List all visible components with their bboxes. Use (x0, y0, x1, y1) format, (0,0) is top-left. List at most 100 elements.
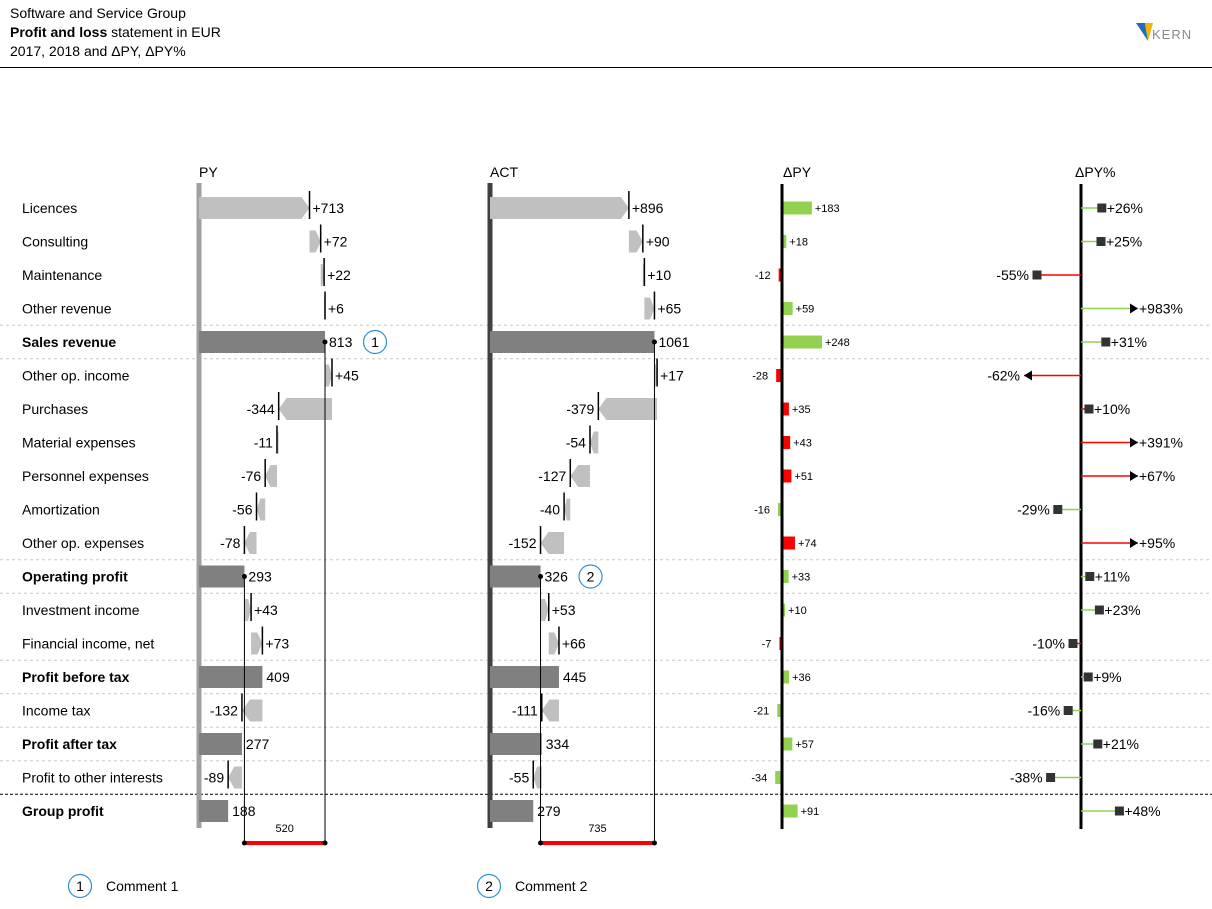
dpct-pin-head (1068, 639, 1078, 648)
py-value-label: -344 (247, 401, 275, 417)
py-value-label: 813 (329, 334, 353, 350)
footer-comment-circle (476, 873, 502, 899)
bracket-dot (651, 840, 657, 846)
dpct-value-label: +26% (1107, 200, 1143, 216)
dpct-arrow-head (1024, 370, 1032, 381)
py-value-label: +73 (265, 636, 289, 652)
dpct-value-label: +11% (1095, 569, 1130, 585)
dpct-arrow-head (1130, 471, 1138, 481)
act-value-label: 326 (545, 569, 569, 585)
dpct-arrow-head (1130, 437, 1138, 448)
dpct-value-label: -62% (987, 368, 1020, 384)
dpct-value-label: +95% (1139, 535, 1175, 551)
bracket-dot (538, 840, 544, 846)
column-header-2: ACT (490, 164, 518, 180)
act-delta-bar (540, 599, 549, 621)
dpy-bar (783, 603, 786, 617)
dpct-pin-head (1032, 270, 1042, 280)
chart-subtitle: 2017, 2018 and ΔPY, ΔPY% (10, 43, 186, 59)
act-delta-bar (598, 398, 658, 420)
row-label: Other op. expenses (22, 535, 144, 551)
column-header-1: PY (199, 164, 218, 180)
py-delta-bar (325, 364, 332, 387)
row-label: Profit before tax (22, 669, 130, 685)
dpct-pin-head (1084, 404, 1094, 414)
act-value-label: -127 (538, 468, 566, 484)
dpct-value-label: +983% (1139, 301, 1183, 317)
row-label: Operating profit (22, 569, 128, 585)
dpct-value-label: +9% (1093, 669, 1121, 685)
chart-title-bold: Profit and loss (10, 24, 108, 40)
act-value-label: 334 (546, 736, 570, 752)
footer-comment-circle (67, 873, 93, 899)
dpy-value-label: -16 (754, 505, 770, 517)
py-value-label: -89 (204, 770, 224, 786)
comment-marker-circle (578, 564, 603, 589)
dpy-bar (778, 268, 781, 282)
act-total-bar (490, 565, 541, 588)
dpct-pin-head (1114, 806, 1124, 816)
py-value-label: +72 (324, 234, 348, 250)
dpy-value-label: +183 (815, 203, 840, 215)
svg-text:KERN: KERN (1152, 27, 1192, 42)
dpct-value-label: -38% (1010, 770, 1043, 786)
dpct-value-label: -10% (1032, 636, 1065, 652)
dpct-value-label: +391% (1139, 435, 1183, 451)
dpy-bar (783, 670, 790, 684)
chart-title-rest: statement in EUR (107, 24, 221, 40)
act-total-bar (490, 331, 655, 353)
row-label: Income tax (22, 703, 90, 719)
dpy-bar (783, 737, 793, 751)
act-delta-bar (589, 431, 599, 454)
dpy-value-label: +59 (796, 304, 815, 316)
dpct-value-label: -55% (996, 267, 1029, 283)
py-delta-bar (244, 532, 257, 554)
dpy-value-label: +248 (825, 337, 850, 349)
py-delta-bar (244, 599, 252, 621)
dpy-value-label: +91 (801, 806, 820, 818)
dpy-bar (783, 469, 792, 483)
py-value-label: +713 (313, 200, 345, 216)
chart-title: Profit and loss statement in EUR (10, 23, 221, 42)
kern-logo: KERN (1136, 23, 1192, 42)
dpct-pin-head (1053, 505, 1063, 514)
row-label: Maintenance (22, 267, 102, 283)
act-value-label: +90 (646, 234, 670, 250)
py-value-label: +43 (254, 602, 278, 618)
dpct-pin-head (1097, 203, 1107, 213)
row-label: Purchases (22, 401, 88, 417)
act-delta-bar (533, 766, 542, 789)
row-label: Group profit (22, 803, 104, 819)
dpy-value-label: +10 (788, 605, 807, 617)
dpy-bar (783, 335, 822, 349)
difference-bracket-label: 735 (588, 823, 606, 835)
py-delta-bar (278, 398, 332, 420)
dpct-value-label: +23% (1104, 602, 1140, 618)
py-value-label: 277 (246, 736, 270, 752)
py-delta-bar (199, 197, 310, 219)
difference-bracket-label: 520 (276, 823, 294, 835)
dpy-value-label: -12 (755, 270, 771, 282)
row-label: Other op. income (22, 368, 130, 384)
py-value-label: -11 (254, 435, 273, 451)
py-delta-bar (320, 264, 325, 286)
dpy-bar (783, 804, 798, 818)
py-total-bar (199, 733, 242, 755)
dpy-value-label: -21 (753, 706, 769, 718)
dpy-bar (783, 235, 787, 248)
py-value-label: 409 (266, 669, 290, 685)
dpy-value-label: +18 (789, 237, 808, 249)
dpy-bar (779, 637, 781, 650)
py-total-bar (199, 800, 229, 822)
row-label: Amortization (22, 502, 100, 518)
dpy-bar (778, 503, 781, 516)
dpy-value-label: -28 (752, 371, 768, 383)
company-name: Software and Service Group (10, 5, 186, 21)
dpct-value-label: -16% (1028, 703, 1061, 719)
row-label: Profit to other interests (22, 770, 163, 786)
dpct-arrow-head (1130, 303, 1138, 314)
act-value-label: -152 (508, 535, 536, 551)
dpct-value-label: +31% (1111, 334, 1147, 350)
row-label: Profit after tax (22, 736, 117, 752)
column-header-3: ΔPY (783, 164, 812, 180)
